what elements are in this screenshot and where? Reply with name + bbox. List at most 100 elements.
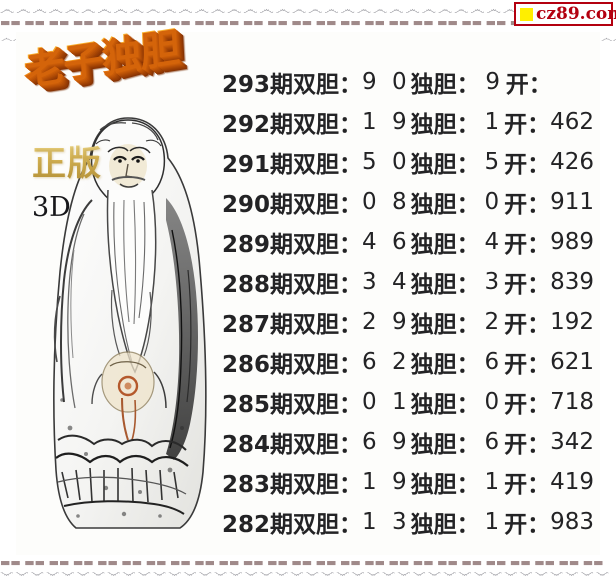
cell-dudan: 6 xyxy=(484,429,500,455)
cell-dudan: 5 xyxy=(484,149,500,175)
cell-period: 291期 xyxy=(222,152,294,178)
cell-kai: 419 xyxy=(550,469,594,495)
label-kai: 开： xyxy=(504,512,551,538)
cell-shuangdan: 0 8 xyxy=(362,189,411,215)
cell-period: 283期 xyxy=(222,472,294,498)
cell-shuangdan: 1 9 xyxy=(362,469,411,495)
label-dudan: 独胆： xyxy=(410,432,480,458)
label-kai: 开： xyxy=(504,472,551,498)
table-row: 287期 双胆： 2 9 独胆： 2 开： 192 xyxy=(222,302,594,342)
table-row: 285期 双胆： 0 1 独胆： 0 开： 718 xyxy=(222,382,594,422)
cell-period: 287期 xyxy=(222,312,294,338)
label-shuangdan: 双胆： xyxy=(293,472,363,498)
label-shuangdan: 双胆： xyxy=(293,352,363,378)
label-dudan: 独胆： xyxy=(410,152,480,178)
scroll-column-glyphs-right: ෴෴෴෴෴෴෴෴෴෴෴෴෴෴෴෴෴෴෴෴෴෴෴෴෴෴෴෴෴෴ xyxy=(601,31,616,45)
label-dudan: 独胆： xyxy=(410,512,480,538)
label-dudan: 独胆： xyxy=(410,72,480,98)
scroll-glyph-row-bottom: ෴෴෴෴෴෴෴෴෴෴෴෴෴෴෴෴෴෴෴෴෴෴෴෴෴෴෴෴෴෴෴෴෴෴෴෴෴෴෴෴ xyxy=(0,567,611,583)
page-title: 老子独胆 xyxy=(22,14,180,97)
label-shuangdan: 双胆： xyxy=(293,72,363,98)
cell-kai: 342 xyxy=(550,429,594,455)
border-left: ෴෴෴෴෴෴෴෴෴෴෴෴෴෴෴෴෴෴෴෴෴෴෴෴෴෴෴෴෴෴ xyxy=(0,30,16,558)
cell-period: 288期 xyxy=(222,272,294,298)
label-kai: 开： xyxy=(504,352,551,378)
label-kai: 开： xyxy=(504,312,551,338)
table-row: 292期 双胆： 1 9 独胆： 1 开： 462 xyxy=(222,102,594,142)
cell-kai: 192 xyxy=(550,309,594,335)
label-shuangdan: 双胆： xyxy=(293,392,363,418)
scroll-column-glyphs-left: ෴෴෴෴෴෴෴෴෴෴෴෴෴෴෴෴෴෴෴෴෴෴෴෴෴෴෴෴෴෴ xyxy=(1,31,16,45)
table-row: 291期 双胆： 5 0 独胆： 5 开： 426 xyxy=(222,142,594,182)
cell-shuangdan: 4 6 xyxy=(362,229,411,255)
table-row: 290期 双胆： 0 8 独胆： 0 开： 911 xyxy=(222,182,594,222)
laozi-ink-painting-icon xyxy=(53,117,207,529)
label-dudan: 独胆： xyxy=(410,112,480,138)
cell-kai: 911 xyxy=(550,189,594,215)
label-shuangdan: 双胆： xyxy=(293,512,363,538)
cell-dudan: 4 xyxy=(484,229,500,255)
cell-shuangdan: 2 9 xyxy=(362,309,411,335)
label-dudan: 独胆： xyxy=(410,272,480,298)
scroll-dash-row-bottom: ▬▬ ▬▬ ▬▬ ▬▬ ▬▬ ▬▬ ▬▬ ▬▬ ▬▬ ▬▬ ▬▬ ▬▬ ▬▬ ▬… xyxy=(0,556,604,569)
artwork-panel: 老子独胆 正版 3D xyxy=(16,24,216,552)
cell-period: 293期 xyxy=(222,72,294,98)
cell-period: 282期 xyxy=(222,512,294,538)
cell-period: 289期 xyxy=(222,232,294,258)
logo-text: cz89.com xyxy=(536,3,616,24)
label-kai: 开： xyxy=(505,72,552,98)
label-kai: 开： xyxy=(504,432,551,458)
cell-kai: 718 xyxy=(550,389,594,415)
cell-kai: 426 xyxy=(550,149,594,175)
label-kai: 开： xyxy=(504,232,551,258)
cell-dudan: 3 xyxy=(484,269,500,295)
cell-dudan: 1 xyxy=(484,469,500,495)
logo-swatch-icon xyxy=(520,7,533,21)
label-kai: 开： xyxy=(504,152,551,178)
cell-period: 284期 xyxy=(222,432,294,458)
cell-shuangdan: 6 9 xyxy=(362,429,411,455)
label-dudan: 独胆： xyxy=(410,192,480,218)
label-shuangdan: 双胆： xyxy=(293,312,363,338)
cell-shuangdan: 0 1 xyxy=(362,389,411,415)
cell-shuangdan: 9 0 xyxy=(362,69,411,95)
label-shuangdan: 双胆： xyxy=(293,192,363,218)
cell-period: 285期 xyxy=(222,392,294,418)
label-kai: 开： xyxy=(504,112,551,138)
label-shuangdan: 双胆： xyxy=(293,272,363,298)
label-dudan: 独胆： xyxy=(410,392,480,418)
cell-kai: 462 xyxy=(550,109,594,135)
table-row: 284期 双胆： 6 9 独胆： 6 开： 342 xyxy=(222,422,594,462)
label-shuangdan: 双胆： xyxy=(293,432,363,458)
prediction-table: 293期 双胆： 9 0 独胆： 9 开： 292期 双胆： 1 9 独胆： 1… xyxy=(222,62,594,542)
label-kai: 开： xyxy=(504,392,551,418)
cell-dudan: 0 xyxy=(484,189,500,215)
cell-dudan: 1 xyxy=(484,509,500,535)
table-row: 283期 双胆： 1 9 独胆： 1 开： 419 xyxy=(222,462,594,502)
cell-shuangdan: 1 9 xyxy=(362,109,411,135)
cell-period: 286期 xyxy=(222,352,294,378)
label-shuangdan: 双胆： xyxy=(293,232,363,258)
label-shuangdan: 双胆： xyxy=(293,152,363,178)
cell-period: 292期 xyxy=(222,112,294,138)
cell-shuangdan: 3 4 xyxy=(362,269,411,295)
site-logo[interactable]: cz89.com xyxy=(514,2,616,26)
table-row: 286期 双胆： 6 2 独胆： 6 开： 621 xyxy=(222,342,594,382)
label-kai: 开： xyxy=(504,192,551,218)
cell-period: 290期 xyxy=(222,192,294,218)
label-shuangdan: 双胆： xyxy=(293,112,363,138)
label-dudan: 独胆： xyxy=(410,352,480,378)
border-bottom: ▬▬ ▬▬ ▬▬ ▬▬ ▬▬ ▬▬ ▬▬ ▬▬ ▬▬ ▬▬ ▬▬ ▬▬ ▬▬ ▬… xyxy=(0,555,616,585)
label-dudan: 独胆： xyxy=(410,472,480,498)
cell-kai: 989 xyxy=(550,229,594,255)
lottery-type-label: 3D xyxy=(32,192,71,223)
label-dudan: 独胆： xyxy=(410,312,480,338)
cell-dudan: 6 xyxy=(484,349,500,375)
cell-dudan: 0 xyxy=(484,389,500,415)
table-row: 288期 双胆： 3 4 独胆： 3 开： 839 xyxy=(222,262,594,302)
table-row: 289期 双胆： 4 6 独胆： 4 开： 989 xyxy=(222,222,594,262)
cell-dudan: 9 xyxy=(485,69,501,95)
edition-label: 正版 xyxy=(32,136,102,185)
cell-shuangdan: 5 0 xyxy=(362,149,411,175)
